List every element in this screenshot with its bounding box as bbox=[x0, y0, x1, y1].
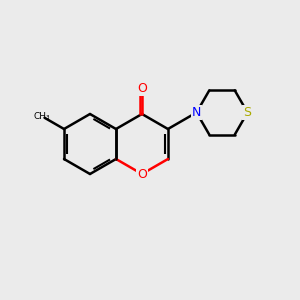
Text: O: O bbox=[137, 82, 147, 95]
Text: S: S bbox=[244, 106, 251, 119]
Text: O: O bbox=[137, 167, 147, 181]
Text: CH₃: CH₃ bbox=[34, 112, 50, 121]
Text: N: N bbox=[192, 106, 201, 119]
